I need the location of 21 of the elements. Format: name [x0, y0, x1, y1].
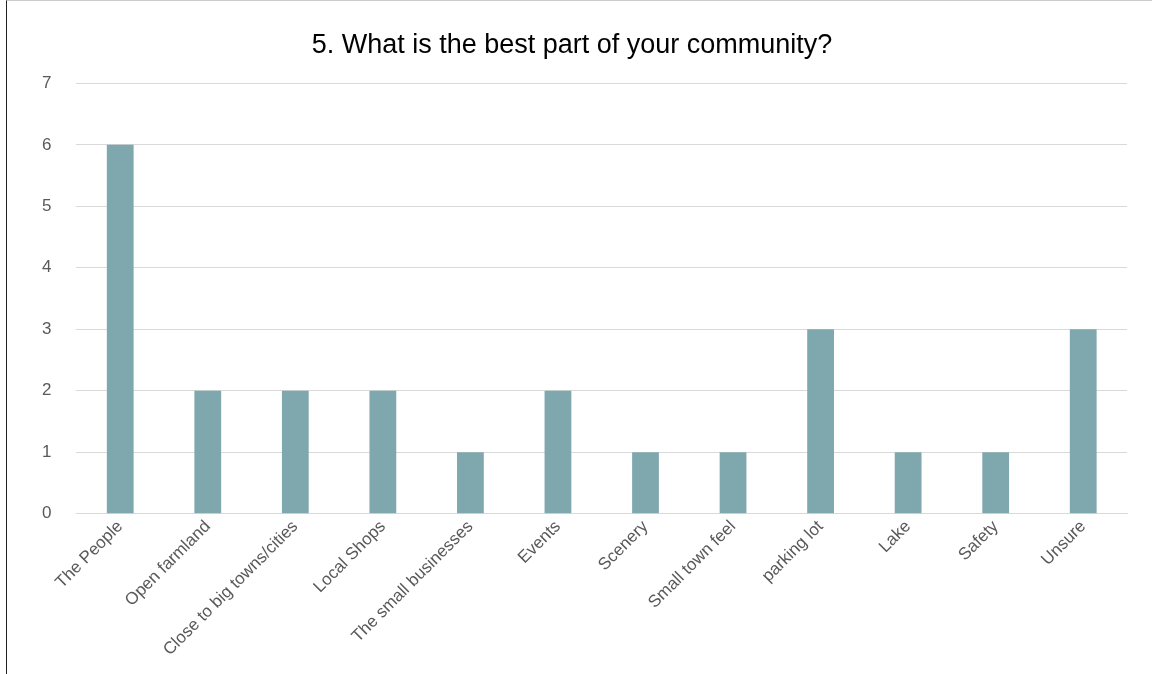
bar: [457, 452, 484, 514]
bar: [369, 390, 397, 514]
y-tick-label: 2: [41, 380, 52, 400]
y-tick-label: 1: [41, 441, 52, 461]
y-tick-label: 4: [41, 257, 52, 277]
bar: [982, 452, 1010, 514]
bar: [894, 452, 922, 514]
y-tick-label: 5: [41, 196, 52, 216]
y-tick-label: 6: [41, 134, 52, 154]
bar: [632, 452, 659, 514]
bar: [106, 144, 134, 514]
bar: [807, 329, 834, 514]
y-tick-label: 3: [41, 318, 52, 338]
y-tick-label: 0: [41, 503, 52, 523]
bar: [1069, 329, 1097, 514]
y-tick-label: 7: [41, 73, 52, 93]
bar: [719, 452, 747, 514]
chart-title: 5. What is the best part of your community?: [311, 28, 833, 59]
bar: [194, 390, 222, 514]
bar: [544, 390, 572, 514]
bar: [281, 390, 309, 514]
